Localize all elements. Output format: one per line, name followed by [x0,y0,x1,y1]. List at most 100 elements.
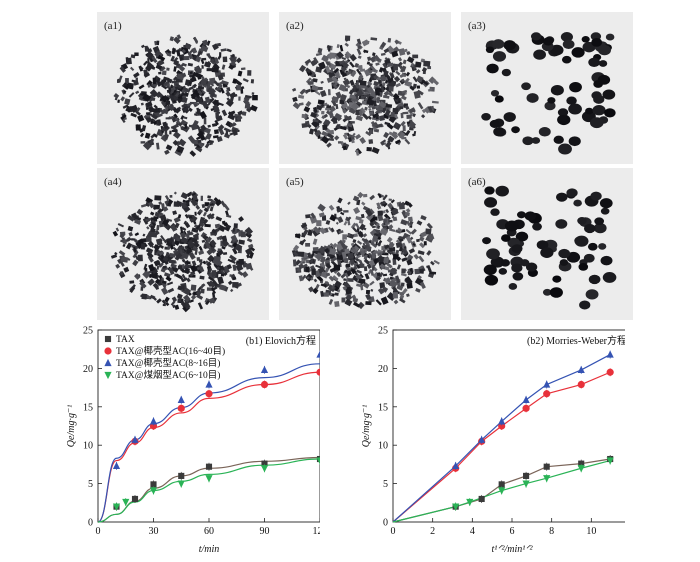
granule [384,109,391,117]
granule [369,229,377,237]
granule [368,208,375,215]
granule [119,233,125,239]
granule [320,103,325,108]
granule [315,52,323,57]
granule [117,99,120,103]
granule [161,127,165,132]
granule [324,247,330,254]
granule [242,98,250,106]
pellet [566,96,577,105]
granule [335,73,341,79]
granule [340,211,345,216]
granule [177,150,181,153]
granule [156,40,160,46]
granule [238,96,241,101]
granule [180,246,185,250]
pellet [562,39,575,49]
granule [151,113,159,120]
granule [313,278,318,283]
granule [221,265,230,275]
granule [180,115,185,120]
pellet [573,199,582,207]
granule [377,243,382,247]
data-point [104,335,112,343]
granule [333,264,341,271]
granule [223,252,228,255]
granule [393,299,399,305]
granule [417,250,425,256]
x-tick-label: 0 [96,526,101,537]
granule [204,202,210,207]
granule [427,233,435,241]
granule [140,132,145,138]
pellet [489,119,500,128]
granule [357,191,364,199]
granule [373,74,379,80]
pellet [560,32,573,42]
granule [354,133,362,140]
granule [172,131,181,139]
granule [194,211,197,216]
granule [348,137,352,143]
granule [163,80,170,87]
granule [206,68,213,72]
granule [249,246,256,252]
granule [194,68,199,74]
granule [246,254,251,259]
pellet [492,39,505,49]
granule [196,294,204,300]
granule [183,105,190,112]
granule [336,253,344,261]
pellet [538,127,551,137]
granule [167,78,173,84]
granule [320,80,324,84]
granule [221,64,226,70]
granule [406,293,410,298]
granule [404,211,410,217]
granule [371,146,380,155]
granule [365,130,372,137]
granule [365,293,372,300]
granule [347,233,351,237]
granule [199,222,205,228]
granule [386,262,393,269]
granule [135,110,141,116]
granule [323,245,330,250]
granule [343,210,349,213]
granule [392,93,400,100]
photo-a5: (a5) [279,168,451,320]
granule [202,260,207,265]
granule [404,276,413,285]
granule [204,260,209,265]
granule [402,111,409,115]
granule [200,288,205,294]
granule [399,65,404,70]
granule [358,231,364,237]
granule [367,56,372,61]
pellet [590,191,602,201]
panel-label: (b2) Morries-Weber方程 [527,334,625,347]
granule [297,251,305,257]
granule [318,61,327,70]
granule [223,133,231,139]
pellet [588,57,600,67]
granule [387,135,395,143]
chart-elovich: 0 30 60 90 120 0 5 10 15 20 25 t/min Qe/mg·g⁻¹ (b1) E… [66,326,320,555]
granule [355,223,360,230]
granule [383,213,391,221]
granule [433,259,440,265]
data-point [104,347,112,355]
pellet [581,36,590,43]
granule [163,95,170,102]
granule [207,124,211,128]
granule [383,131,390,139]
granule [198,250,205,256]
granule [312,238,318,245]
granule [191,260,197,266]
granule [398,202,405,210]
granule [350,70,357,78]
granule [195,204,201,210]
granule [352,226,358,233]
granule [417,274,422,280]
granule [149,231,158,238]
